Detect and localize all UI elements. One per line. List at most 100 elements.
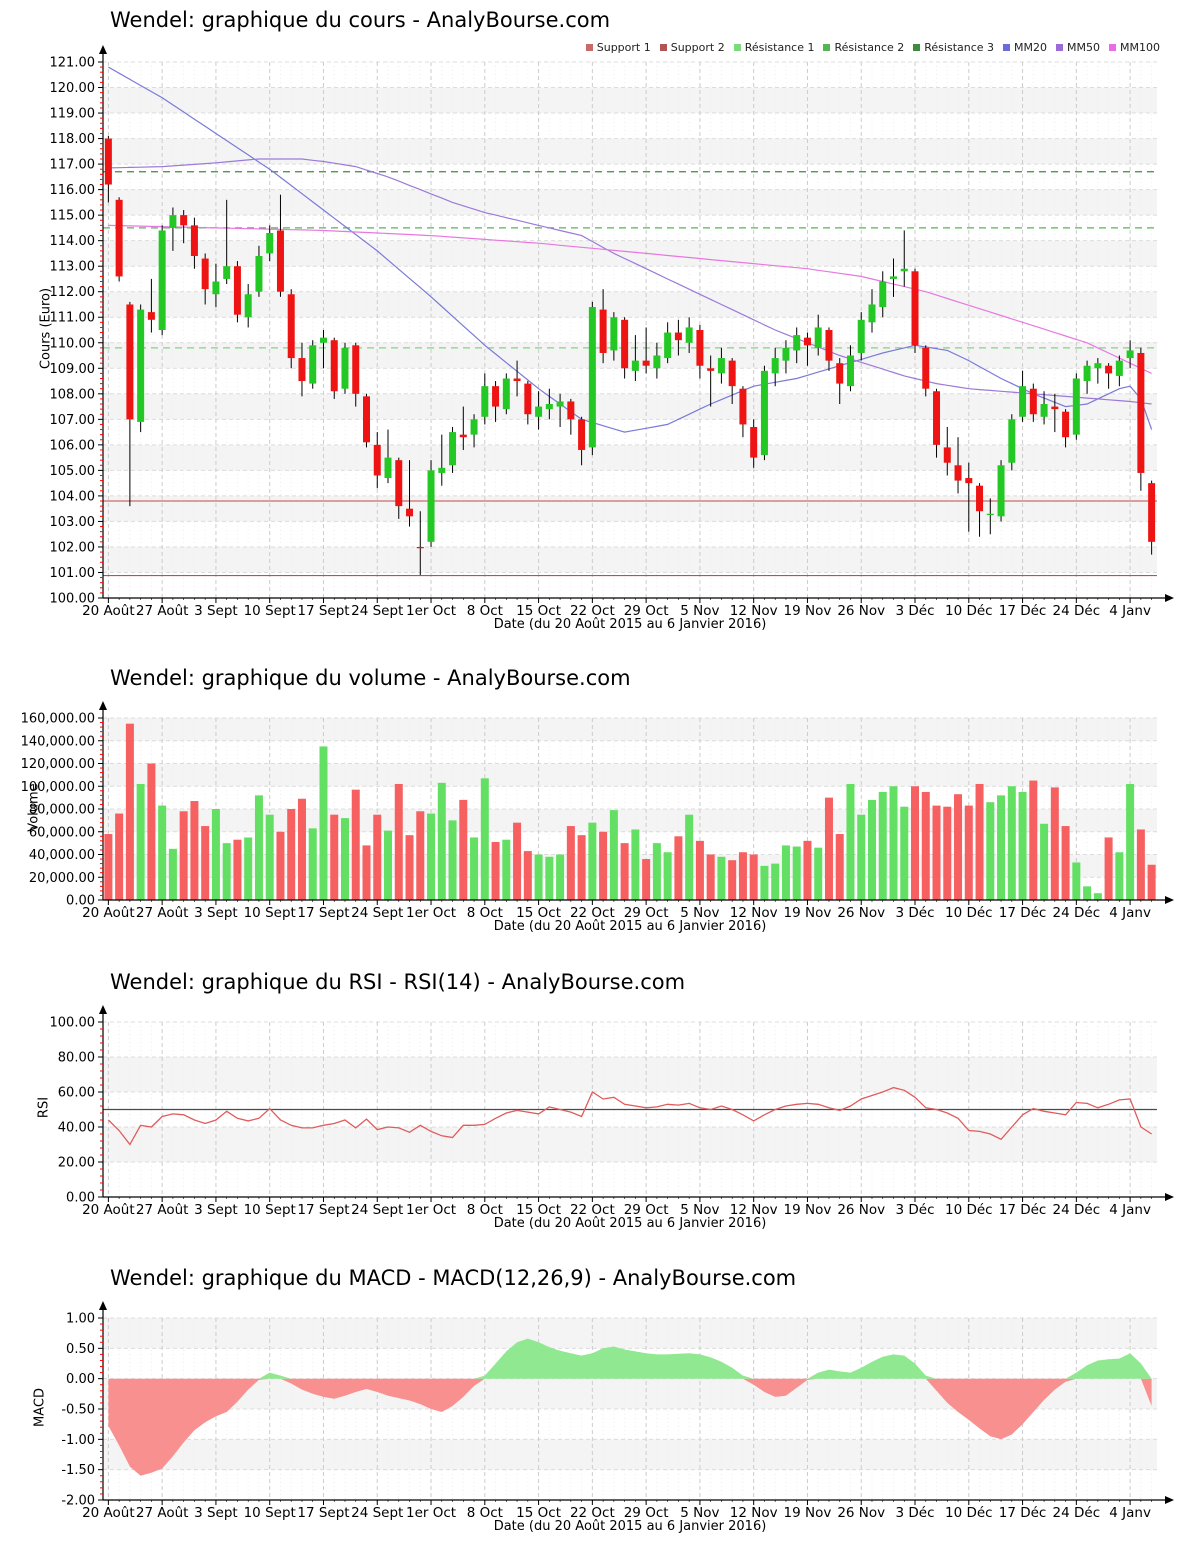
svg-text:100,000.00: 100,000.00 (21, 780, 95, 795)
svg-text:1.00: 1.00 (66, 1312, 95, 1327)
volume-bar (437, 782, 446, 900)
rsi-y-axis-title: RSI (36, 1096, 52, 1119)
svg-text:20 Août: 20 Août (82, 603, 135, 619)
macd-chart-title: Wendel: graphique du MACD - MACD(12,26,9… (110, 1266, 797, 1290)
candle (309, 345, 317, 384)
candle (126, 304, 134, 420)
svg-text:27 Août: 27 Août (136, 905, 189, 921)
volume-bar (975, 783, 984, 900)
svg-text:17 Sept: 17 Sept (297, 1202, 349, 1218)
candle (1148, 483, 1156, 542)
svg-text:3 Déc: 3 Déc (896, 1202, 935, 1218)
volume-bar (738, 852, 747, 900)
volume-bar (168, 848, 177, 900)
volume-bar (287, 809, 296, 900)
svg-text:0.00: 0.00 (66, 1191, 95, 1206)
candle (976, 485, 984, 512)
svg-text:24 Déc: 24 Déc (1053, 1202, 1101, 1218)
volume-bar (824, 797, 833, 900)
volume-bar (373, 814, 382, 900)
volume-bar (448, 820, 457, 900)
mm50-line (108, 158, 1152, 405)
volume-bar (706, 854, 715, 900)
svg-text:3 Sept: 3 Sept (194, 1505, 238, 1521)
legend-item-support-1: Support 1 (585, 41, 651, 54)
rsi-line (107, 1086, 1152, 1146)
candle (502, 378, 510, 410)
candle (104, 138, 112, 185)
candle (449, 432, 457, 466)
svg-text:105.00: 105.00 (50, 464, 96, 479)
candle (760, 370, 768, 456)
svg-text:80.00: 80.00 (58, 1051, 95, 1066)
candle (965, 478, 973, 484)
volume-bar (814, 847, 823, 900)
svg-text:5 Nov: 5 Nov (680, 1202, 719, 1218)
volume-plot: 160,000.00 140,000.00 120,000.00 100,000.00… (21, 701, 1174, 921)
candle (158, 230, 166, 330)
candle (868, 304, 876, 323)
volume-bar (394, 783, 403, 900)
volume-bar (652, 843, 661, 900)
volume-bar (846, 783, 855, 900)
volume-bar (695, 840, 704, 900)
legend-label: Support 2 (670, 41, 725, 54)
volume-bar (932, 805, 941, 900)
mm20-line (108, 66, 1153, 433)
candle (201, 258, 209, 290)
candle (266, 233, 274, 254)
svg-text:15 Oct: 15 Oct (516, 603, 561, 619)
svg-text:8 Oct: 8 Oct (467, 603, 503, 619)
volume-chart-title: Wendel: graphique du volume - AnalyBours… (110, 666, 631, 690)
volume-bar (620, 843, 629, 900)
candle (750, 426, 758, 458)
svg-text:160,000.00: 160,000.00 (21, 712, 95, 727)
candle (1008, 419, 1016, 463)
volume-bar (921, 791, 930, 900)
svg-text:19 Nov: 19 Nov (784, 1505, 832, 1521)
svg-text:17 Déc: 17 Déc (999, 1505, 1047, 1521)
candle (846, 355, 854, 387)
candle (621, 319, 629, 369)
candle (879, 281, 887, 308)
volume-bar (319, 746, 328, 900)
svg-text:3 Sept: 3 Sept (194, 603, 238, 619)
candle (782, 347, 790, 361)
candle (244, 294, 252, 318)
volume-bar (190, 801, 199, 900)
candle (943, 447, 951, 463)
candle (223, 266, 231, 279)
candle (470, 419, 478, 435)
volume-bar (599, 831, 608, 900)
volume-bar (276, 831, 285, 900)
candle (513, 378, 521, 382)
candle (825, 330, 833, 361)
volume-bar (179, 811, 188, 900)
legend-swatch-icon (823, 44, 831, 51)
volume-bar (416, 811, 425, 900)
svg-text:114.00: 114.00 (50, 234, 96, 249)
volume-bar (502, 839, 511, 900)
svg-text:108.00: 108.00 (50, 387, 96, 402)
svg-text:107.00: 107.00 (50, 413, 96, 428)
svg-text:3 Déc: 3 Déc (896, 603, 935, 619)
candle (588, 307, 596, 448)
legend-label: Support 1 (596, 41, 651, 54)
volume-bar (308, 828, 317, 900)
candle (492, 386, 500, 407)
candle (180, 215, 188, 226)
svg-text:112.00: 112.00 (50, 285, 96, 300)
legend-item-support-2: Support 2 (659, 41, 725, 54)
svg-text:22 Oct: 22 Oct (570, 603, 615, 619)
svg-text:121.00: 121.00 (50, 56, 96, 71)
svg-text:40.00: 40.00 (58, 1121, 95, 1136)
svg-text:20 Août: 20 Août (82, 1202, 135, 1218)
candle (599, 309, 607, 353)
svg-text:17 Déc: 17 Déc (999, 905, 1047, 921)
candle (890, 276, 897, 279)
volume-bar (362, 845, 371, 900)
svg-text:12 Nov: 12 Nov (730, 603, 778, 619)
macd-positive-area (108, 1338, 1152, 1379)
volume-bar (211, 809, 220, 900)
